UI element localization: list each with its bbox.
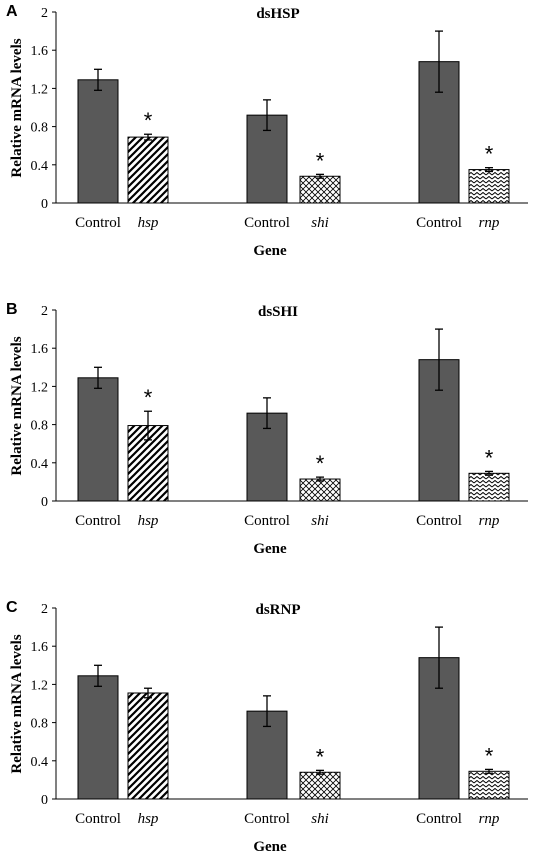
y-tick-label: 0.4 [31,457,49,472]
significance-marker: * [485,445,494,470]
y-tick-label: 0.8 [31,419,49,434]
x-tick-label: Control [416,811,462,827]
bar-hsp [127,136,169,204]
x-tick-label: hsp [138,215,159,231]
chart-title: dsRNP [255,602,300,618]
significance-marker: * [316,744,325,769]
y-tick-label: 0.8 [31,121,49,136]
panel-letter: B [6,301,18,318]
x-axis-label: Gene [253,839,287,855]
y-tick-label: 1.2 [31,82,49,97]
significance-marker: * [485,142,494,167]
panel-letter: C [6,599,18,616]
x-tick-label: shi [311,811,329,827]
y-tick-label: 1.6 [31,342,49,357]
x-tick-label: rnp [479,811,500,827]
y-tick-label: 0 [41,197,48,212]
bar-control [77,377,119,502]
x-tick-label: Control [244,811,290,827]
x-tick-label: hsp [138,811,159,827]
y-tick-label: 2 [41,6,48,21]
y-axis-label: Relative mRNA levels [9,634,25,773]
bar-rnp [468,472,510,502]
bar-hsp [127,692,169,800]
x-tick-label: shi [311,513,329,529]
bar-rnp [468,169,510,204]
chart-title: dsHSP [256,6,299,22]
y-tick-label: 1.6 [31,640,49,655]
bar-control [77,79,119,204]
y-axis-label: Relative mRNA levels [9,38,25,177]
x-axis-label: Gene [253,541,287,557]
y-tick-label: 1.6 [31,44,49,59]
x-tick-label: rnp [479,513,500,529]
y-tick-label: 0.8 [31,717,49,732]
x-tick-label: shi [311,215,329,231]
x-tick-label: Control [416,215,462,231]
significance-marker: * [316,451,325,476]
significance-marker: * [485,743,494,768]
x-tick-label: rnp [479,215,500,231]
y-tick-label: 0 [41,495,48,510]
panel-letter: A [6,3,18,20]
x-tick-label: Control [244,215,290,231]
y-tick-label: 0.4 [31,755,49,770]
y-tick-label: 0.4 [31,159,49,174]
x-tick-label: Control [75,215,121,231]
y-tick-label: 1.2 [31,678,49,693]
bar-shi [299,478,341,502]
bar-shi [299,771,341,800]
x-tick-label: Control [75,513,121,529]
y-tick-label: 1.2 [31,380,49,395]
y-tick-label: 0 [41,793,48,808]
bar-rnp [468,770,510,800]
y-axis-label: Relative mRNA levels [9,336,25,475]
y-tick-label: 2 [41,304,48,319]
significance-marker: * [144,385,153,410]
significance-marker: * [144,108,153,133]
x-tick-label: Control [416,513,462,529]
x-tick-label: hsp [138,513,159,529]
chart-title: dsSHI [258,304,298,320]
y-tick-label: 2 [41,602,48,617]
x-axis-label: Gene [253,243,287,259]
bar-shi [299,175,341,204]
significance-marker: * [316,148,325,173]
x-tick-label: Control [244,513,290,529]
bar-control [77,675,119,800]
x-tick-label: Control [75,811,121,827]
